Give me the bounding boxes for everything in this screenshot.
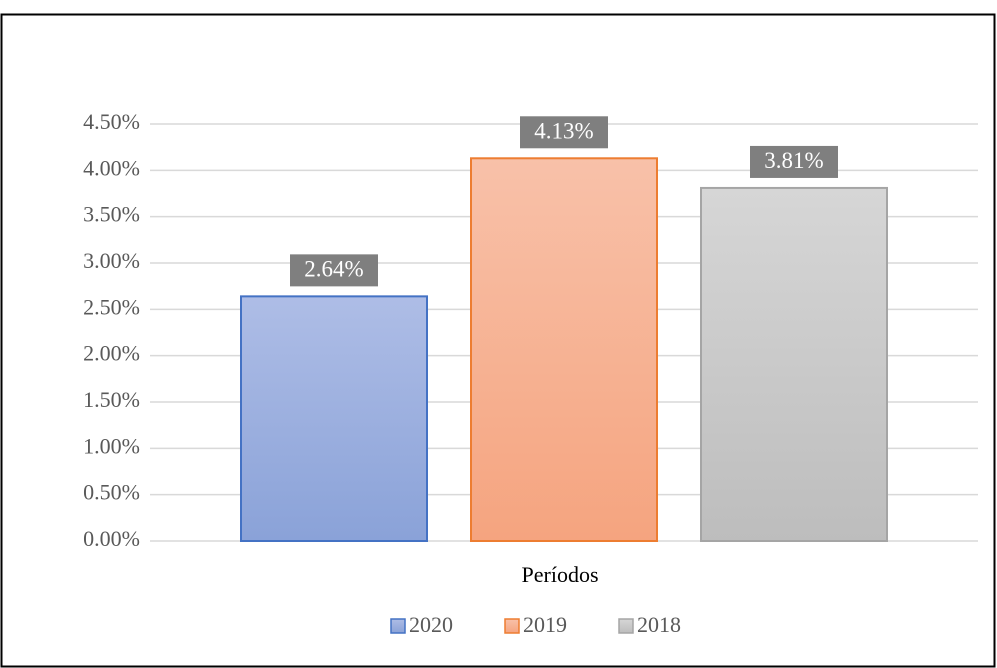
y-tick-label: 1.00%	[83, 433, 140, 458]
legend-label: 2018	[637, 612, 681, 637]
y-tick-label: 2.00%	[83, 341, 140, 366]
value-label: 4.13%	[534, 119, 593, 144]
legend-label: 2019	[523, 612, 567, 637]
legend-swatch	[504, 618, 520, 634]
y-tick-label: 3.50%	[83, 202, 140, 227]
x-category-label: Períodos	[522, 562, 599, 587]
bar	[240, 295, 428, 542]
y-tick-label: 2.50%	[83, 294, 140, 319]
y-tick-label: 3.00%	[83, 248, 140, 273]
y-tick-label: 0.50%	[83, 480, 140, 505]
y-tick-label: 4.00%	[83, 155, 140, 180]
value-label-box	[750, 145, 838, 178]
value-label: 2.64%	[304, 257, 363, 282]
legend-swatch	[390, 618, 406, 634]
bar	[700, 186, 888, 542]
legend-label: 2020	[409, 612, 453, 637]
y-tick-label: 0.00%	[83, 526, 140, 551]
value-label-box	[290, 254, 378, 287]
value-label-box	[520, 116, 608, 149]
value-label: 3.81%	[764, 148, 823, 173]
legend-swatch	[618, 618, 634, 634]
y-tick-label: 1.50%	[83, 387, 140, 412]
bar	[470, 157, 658, 543]
y-tick-label: 4.50%	[83, 109, 140, 134]
